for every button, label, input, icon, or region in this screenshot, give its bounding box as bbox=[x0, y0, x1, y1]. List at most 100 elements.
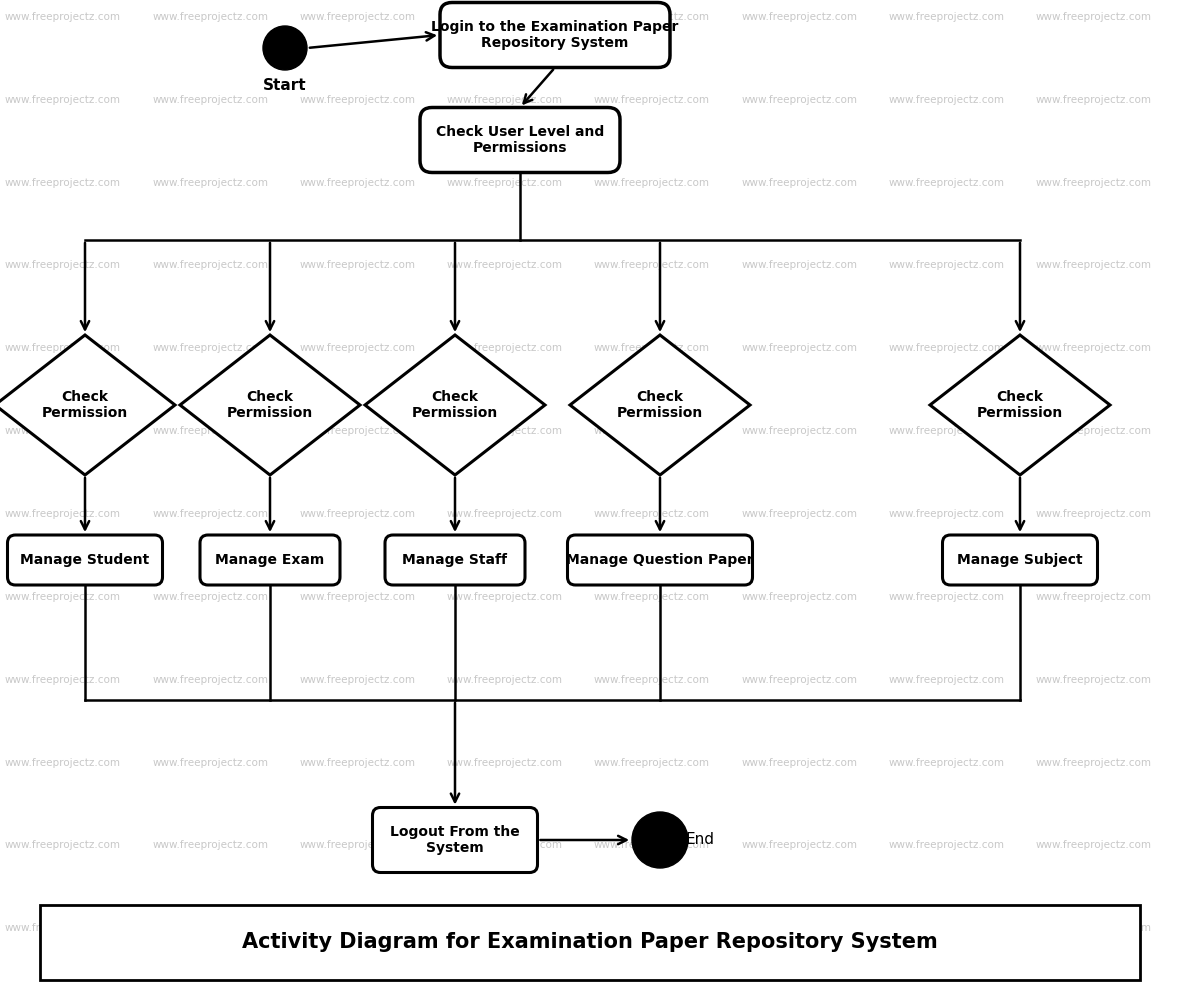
Text: www.freeprojectz.com: www.freeprojectz.com bbox=[1035, 591, 1152, 601]
Text: www.freeprojectz.com: www.freeprojectz.com bbox=[741, 426, 858, 436]
Text: www.freeprojectz.com: www.freeprojectz.com bbox=[152, 757, 269, 767]
Text: www.freeprojectz.com: www.freeprojectz.com bbox=[152, 343, 269, 353]
Polygon shape bbox=[570, 335, 750, 475]
Text: Manage Student: Manage Student bbox=[20, 553, 150, 567]
Text: Check
Permission: Check Permission bbox=[412, 390, 498, 420]
Text: www.freeprojectz.com: www.freeprojectz.com bbox=[5, 343, 121, 353]
Text: www.freeprojectz.com: www.freeprojectz.com bbox=[888, 343, 1005, 353]
Text: www.freeprojectz.com: www.freeprojectz.com bbox=[1035, 343, 1152, 353]
Text: www.freeprojectz.com: www.freeprojectz.com bbox=[152, 426, 269, 436]
Text: www.freeprojectz.com: www.freeprojectz.com bbox=[446, 757, 563, 767]
Text: www.freeprojectz.com: www.freeprojectz.com bbox=[152, 94, 269, 104]
Text: www.freeprojectz.com: www.freeprojectz.com bbox=[741, 12, 858, 22]
Text: www.freeprojectz.com: www.freeprojectz.com bbox=[594, 840, 710, 850]
Text: www.freeprojectz.com: www.freeprojectz.com bbox=[299, 12, 416, 22]
Text: www.freeprojectz.com: www.freeprojectz.com bbox=[5, 260, 121, 270]
Text: Check User Level and
Permissions: Check User Level and Permissions bbox=[436, 125, 604, 155]
Circle shape bbox=[633, 812, 688, 868]
Text: www.freeprojectz.com: www.freeprojectz.com bbox=[299, 757, 416, 767]
Text: www.freeprojectz.com: www.freeprojectz.com bbox=[741, 509, 858, 519]
Text: www.freeprojectz.com: www.freeprojectz.com bbox=[1035, 260, 1152, 270]
Text: www.freeprojectz.com: www.freeprojectz.com bbox=[594, 426, 710, 436]
Text: www.freeprojectz.com: www.freeprojectz.com bbox=[741, 591, 858, 601]
Text: www.freeprojectz.com: www.freeprojectz.com bbox=[1035, 675, 1152, 685]
Text: www.freeprojectz.com: www.freeprojectz.com bbox=[5, 426, 121, 436]
Text: www.freeprojectz.com: www.freeprojectz.com bbox=[741, 675, 858, 685]
Text: www.freeprojectz.com: www.freeprojectz.com bbox=[1035, 94, 1152, 104]
Text: www.freeprojectz.com: www.freeprojectz.com bbox=[594, 12, 710, 22]
Text: www.freeprojectz.com: www.freeprojectz.com bbox=[299, 923, 416, 933]
Text: www.freeprojectz.com: www.freeprojectz.com bbox=[594, 343, 710, 353]
Text: www.freeprojectz.com: www.freeprojectz.com bbox=[152, 591, 269, 601]
Text: www.freeprojectz.com: www.freeprojectz.com bbox=[1035, 923, 1152, 933]
Circle shape bbox=[263, 26, 307, 70]
Text: Check
Permission: Check Permission bbox=[617, 390, 703, 420]
Text: www.freeprojectz.com: www.freeprojectz.com bbox=[299, 509, 416, 519]
Text: www.freeprojectz.com: www.freeprojectz.com bbox=[888, 426, 1005, 436]
Text: Manage Staff: Manage Staff bbox=[403, 553, 508, 567]
Text: www.freeprojectz.com: www.freeprojectz.com bbox=[594, 757, 710, 767]
Text: www.freeprojectz.com: www.freeprojectz.com bbox=[594, 591, 710, 601]
Text: www.freeprojectz.com: www.freeprojectz.com bbox=[594, 509, 710, 519]
Text: www.freeprojectz.com: www.freeprojectz.com bbox=[888, 591, 1005, 601]
Text: www.freeprojectz.com: www.freeprojectz.com bbox=[741, 260, 858, 270]
Text: www.freeprojectz.com: www.freeprojectz.com bbox=[299, 94, 416, 104]
Text: www.freeprojectz.com: www.freeprojectz.com bbox=[152, 840, 269, 850]
Text: www.freeprojectz.com: www.freeprojectz.com bbox=[446, 12, 563, 22]
FancyBboxPatch shape bbox=[7, 535, 163, 585]
Text: www.freeprojectz.com: www.freeprojectz.com bbox=[5, 840, 121, 850]
Text: www.freeprojectz.com: www.freeprojectz.com bbox=[888, 12, 1005, 22]
Text: Check
Permission: Check Permission bbox=[227, 390, 313, 420]
Text: Manage Subject: Manage Subject bbox=[958, 553, 1083, 567]
Polygon shape bbox=[180, 335, 360, 475]
Text: Login to the Examination Paper
Repository System: Login to the Examination Paper Repositor… bbox=[431, 20, 679, 50]
Text: Check
Permission: Check Permission bbox=[42, 390, 128, 420]
Text: www.freeprojectz.com: www.freeprojectz.com bbox=[299, 260, 416, 270]
Text: www.freeprojectz.com: www.freeprojectz.com bbox=[446, 178, 563, 188]
Text: www.freeprojectz.com: www.freeprojectz.com bbox=[446, 591, 563, 601]
Text: www.freeprojectz.com: www.freeprojectz.com bbox=[446, 94, 563, 104]
Text: www.freeprojectz.com: www.freeprojectz.com bbox=[446, 260, 563, 270]
Text: Activity Diagram for Examination Paper Repository System: Activity Diagram for Examination Paper R… bbox=[243, 932, 938, 952]
Text: www.freeprojectz.com: www.freeprojectz.com bbox=[741, 178, 858, 188]
FancyBboxPatch shape bbox=[385, 535, 525, 585]
Text: www.freeprojectz.com: www.freeprojectz.com bbox=[5, 923, 121, 933]
Text: www.freeprojectz.com: www.freeprojectz.com bbox=[888, 260, 1005, 270]
Polygon shape bbox=[929, 335, 1110, 475]
Text: www.freeprojectz.com: www.freeprojectz.com bbox=[299, 178, 416, 188]
Text: www.freeprojectz.com: www.freeprojectz.com bbox=[299, 675, 416, 685]
FancyBboxPatch shape bbox=[441, 3, 670, 68]
Text: www.freeprojectz.com: www.freeprojectz.com bbox=[152, 675, 269, 685]
Text: www.freeprojectz.com: www.freeprojectz.com bbox=[594, 260, 710, 270]
Text: www.freeprojectz.com: www.freeprojectz.com bbox=[5, 675, 121, 685]
Text: Logout From the
System: Logout From the System bbox=[390, 825, 519, 855]
Text: www.freeprojectz.com: www.freeprojectz.com bbox=[446, 509, 563, 519]
Text: www.freeprojectz.com: www.freeprojectz.com bbox=[5, 94, 121, 104]
Text: www.freeprojectz.com: www.freeprojectz.com bbox=[299, 591, 416, 601]
Text: www.freeprojectz.com: www.freeprojectz.com bbox=[5, 178, 121, 188]
Text: www.freeprojectz.com: www.freeprojectz.com bbox=[1035, 757, 1152, 767]
Text: www.freeprojectz.com: www.freeprojectz.com bbox=[888, 923, 1005, 933]
Text: www.freeprojectz.com: www.freeprojectz.com bbox=[299, 343, 416, 353]
Text: www.freeprojectz.com: www.freeprojectz.com bbox=[152, 178, 269, 188]
Text: www.freeprojectz.com: www.freeprojectz.com bbox=[888, 840, 1005, 850]
FancyBboxPatch shape bbox=[421, 107, 620, 173]
Polygon shape bbox=[365, 335, 545, 475]
Text: www.freeprojectz.com: www.freeprojectz.com bbox=[1035, 840, 1152, 850]
Text: www.freeprojectz.com: www.freeprojectz.com bbox=[888, 178, 1005, 188]
Polygon shape bbox=[40, 905, 1140, 980]
Text: www.freeprojectz.com: www.freeprojectz.com bbox=[888, 94, 1005, 104]
Text: www.freeprojectz.com: www.freeprojectz.com bbox=[152, 260, 269, 270]
Text: www.freeprojectz.com: www.freeprojectz.com bbox=[741, 757, 858, 767]
Text: www.freeprojectz.com: www.freeprojectz.com bbox=[888, 509, 1005, 519]
Text: www.freeprojectz.com: www.freeprojectz.com bbox=[1035, 426, 1152, 436]
Text: www.freeprojectz.com: www.freeprojectz.com bbox=[594, 923, 710, 933]
Text: www.freeprojectz.com: www.freeprojectz.com bbox=[152, 12, 269, 22]
Text: www.freeprojectz.com: www.freeprojectz.com bbox=[446, 426, 563, 436]
Text: Check
Permission: Check Permission bbox=[977, 390, 1063, 420]
Text: www.freeprojectz.com: www.freeprojectz.com bbox=[741, 840, 858, 850]
FancyBboxPatch shape bbox=[942, 535, 1098, 585]
Text: www.freeprojectz.com: www.freeprojectz.com bbox=[299, 840, 416, 850]
Text: www.freeprojectz.com: www.freeprojectz.com bbox=[888, 675, 1005, 685]
Text: www.freeprojectz.com: www.freeprojectz.com bbox=[446, 675, 563, 685]
